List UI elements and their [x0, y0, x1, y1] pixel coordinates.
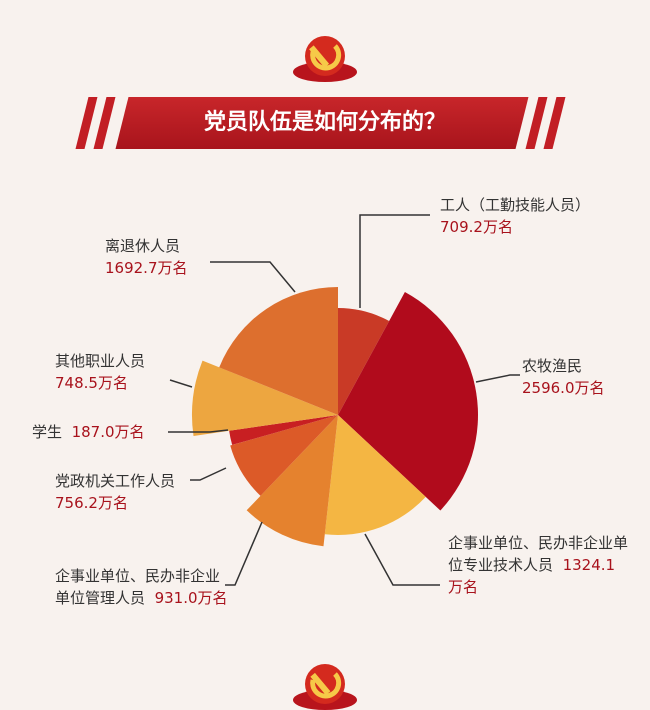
pie-slice-6	[192, 360, 338, 436]
label-retirees: 离退休人员 1692.7万名	[105, 237, 188, 277]
label-government-staff: 党政机关工作人员 756.2万名	[55, 472, 176, 512]
label-workers: 工人（工勤技能人员） 709.2万名	[440, 196, 591, 236]
pie-slice-4	[230, 415, 338, 496]
label-other-occupations: 其他职业人员 748.5万名	[55, 352, 146, 392]
label-professionals: 企事业单位、民办非企业单位专业技术人员 1324.1万名	[448, 534, 629, 596]
pie-slice-5	[229, 415, 338, 445]
leader-line	[169, 379, 193, 388]
page-title: 党员队伍是如何分布的？	[203, 110, 446, 135]
pie-slice-0	[338, 308, 390, 415]
label-farmers: 农牧渔民 2596.0万名	[522, 357, 605, 397]
party-emblem-top-icon	[293, 36, 357, 82]
leader-line	[225, 521, 263, 586]
leader-line	[210, 261, 296, 293]
label-managers: 企事业单位、民办非企业单位管理人员 931.0万名	[55, 567, 228, 607]
party-emblem-bottom-icon	[293, 664, 357, 710]
leader-line	[475, 374, 520, 383]
leader-line	[190, 467, 227, 481]
pie-slice-3	[246, 415, 338, 547]
pie-slice-1	[338, 292, 478, 511]
leader-lines	[168, 214, 520, 586]
leader-line	[364, 533, 440, 586]
leader-line	[359, 214, 430, 308]
pie-slice-7	[219, 287, 338, 415]
pie-slice-2	[324, 415, 426, 535]
label-students: 学生 187.0万名	[32, 423, 145, 441]
leader-line	[168, 429, 229, 433]
